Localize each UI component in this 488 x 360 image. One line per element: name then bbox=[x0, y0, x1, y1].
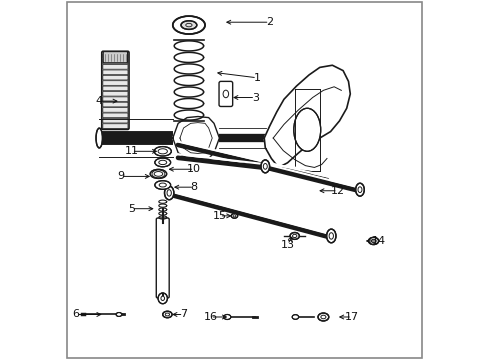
FancyBboxPatch shape bbox=[102, 108, 128, 112]
FancyBboxPatch shape bbox=[102, 70, 128, 75]
Text: 6: 6 bbox=[72, 310, 79, 319]
Ellipse shape bbox=[292, 315, 298, 319]
Ellipse shape bbox=[158, 293, 167, 304]
Text: 14: 14 bbox=[371, 236, 385, 246]
FancyBboxPatch shape bbox=[102, 81, 128, 85]
Ellipse shape bbox=[368, 237, 378, 244]
Ellipse shape bbox=[293, 108, 320, 151]
FancyBboxPatch shape bbox=[102, 102, 128, 107]
FancyBboxPatch shape bbox=[102, 113, 128, 118]
Ellipse shape bbox=[155, 181, 170, 189]
Polygon shape bbox=[172, 117, 219, 159]
Text: 9: 9 bbox=[117, 171, 124, 181]
Text: 8: 8 bbox=[190, 182, 198, 192]
Text: 11: 11 bbox=[124, 146, 138, 156]
Ellipse shape bbox=[231, 213, 237, 218]
Text: 10: 10 bbox=[187, 164, 201, 174]
FancyBboxPatch shape bbox=[102, 64, 128, 69]
Ellipse shape bbox=[116, 312, 122, 316]
Text: 2: 2 bbox=[265, 17, 273, 27]
Ellipse shape bbox=[181, 21, 196, 30]
FancyBboxPatch shape bbox=[102, 54, 128, 58]
Text: 7: 7 bbox=[180, 310, 187, 319]
Polygon shape bbox=[264, 65, 349, 167]
Text: 5: 5 bbox=[128, 204, 135, 214]
Ellipse shape bbox=[154, 147, 171, 156]
Text: 4: 4 bbox=[96, 96, 102, 106]
Text: 15: 15 bbox=[212, 211, 226, 221]
Text: 16: 16 bbox=[203, 312, 217, 322]
FancyBboxPatch shape bbox=[103, 51, 127, 63]
FancyBboxPatch shape bbox=[219, 81, 232, 107]
Text: 13: 13 bbox=[280, 239, 294, 249]
Ellipse shape bbox=[172, 16, 204, 34]
Ellipse shape bbox=[326, 229, 335, 243]
Ellipse shape bbox=[223, 315, 230, 319]
Ellipse shape bbox=[355, 183, 364, 196]
FancyBboxPatch shape bbox=[156, 218, 169, 298]
Text: 12: 12 bbox=[330, 186, 344, 196]
FancyBboxPatch shape bbox=[102, 86, 128, 91]
FancyBboxPatch shape bbox=[102, 59, 128, 64]
FancyBboxPatch shape bbox=[102, 124, 128, 129]
FancyBboxPatch shape bbox=[102, 97, 128, 102]
FancyBboxPatch shape bbox=[102, 118, 128, 123]
Ellipse shape bbox=[150, 169, 166, 179]
Text: 1: 1 bbox=[253, 73, 260, 83]
Ellipse shape bbox=[163, 311, 172, 318]
Ellipse shape bbox=[261, 160, 269, 173]
Ellipse shape bbox=[317, 313, 328, 321]
Ellipse shape bbox=[164, 186, 174, 200]
FancyBboxPatch shape bbox=[102, 91, 128, 96]
FancyBboxPatch shape bbox=[102, 75, 128, 80]
Ellipse shape bbox=[289, 233, 299, 239]
Ellipse shape bbox=[155, 158, 170, 167]
Ellipse shape bbox=[96, 128, 102, 148]
Text: 17: 17 bbox=[345, 312, 358, 322]
Text: 3: 3 bbox=[251, 93, 258, 103]
